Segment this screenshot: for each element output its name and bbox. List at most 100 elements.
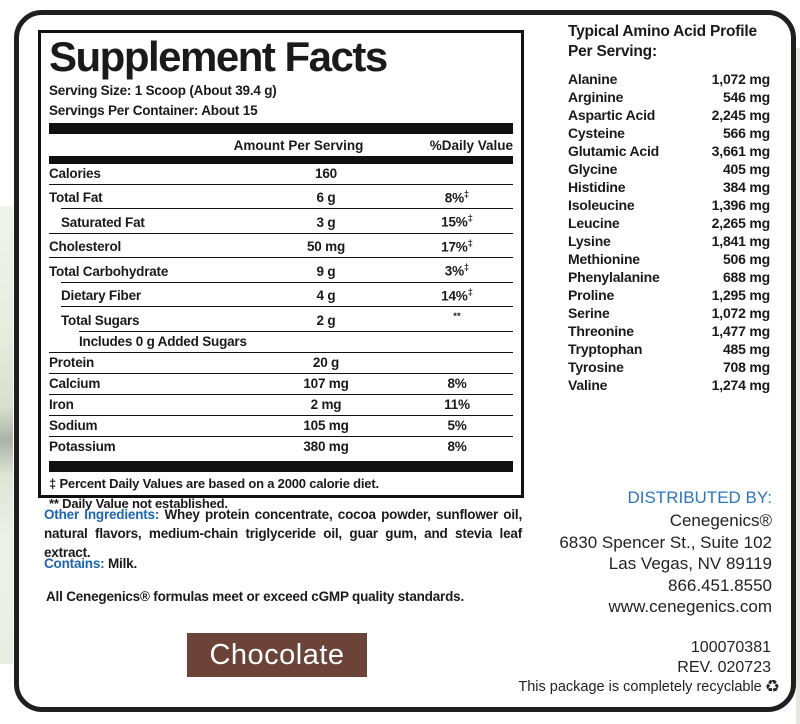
nutrient-daily-value: 8%	[447, 375, 467, 391]
nutrient-name: Includes 0 g Added Sugars	[79, 333, 247, 349]
panel-title: Supplement Facts	[49, 33, 388, 80]
amino-row: Leucine 2,265 mg	[568, 214, 770, 232]
amino-row: Tyrosine 708 mg	[568, 358, 770, 376]
row-separator	[49, 257, 513, 259]
amino-name: Alanine	[568, 71, 618, 87]
nutrient-name: Cholesterol	[49, 239, 122, 255]
recyclable-text: This package is completely recyclable	[518, 678, 762, 695]
nutrient-row: Total Sugars 2 g **	[49, 307, 513, 331]
nutrient-name: Sodium	[49, 417, 98, 433]
amino-name: Proline	[568, 287, 615, 303]
row-separator	[49, 372, 513, 374]
distributor-line: Las Vegas, NV 89119	[608, 554, 772, 573]
amino-name: Lysine	[568, 233, 611, 249]
nutrient-daily-value: 8%‡	[444, 188, 470, 206]
supplement-facts-panel: Supplement Facts Serving Size: 1 Scoop (…	[38, 30, 524, 511]
amino-row: Aspartic Acid 2,245 mg	[568, 106, 770, 124]
amino-amount: 1,295 mg	[711, 287, 771, 303]
nutrient-amount: 105 mg	[303, 417, 349, 433]
nutrient-row: Dietary Fiber 4 g 14%‡	[49, 283, 513, 307]
row-separator	[49, 393, 513, 395]
amino-row: Arginine 546 mg	[568, 88, 770, 106]
nutrient-daily-value: 14%‡	[441, 286, 473, 304]
nutrient-row: Iron 2 mg 11%	[49, 395, 513, 415]
nutrient-row: Potassium 380 mg 8%	[49, 437, 513, 457]
amino-amount: 485 mg	[722, 341, 770, 357]
daily-value-mark: ‡	[467, 213, 473, 225]
product-codes: 100070381 REV. 020723	[677, 638, 771, 678]
contains-text: Milk.	[104, 556, 138, 571]
nutrient-amount: 2 mg	[310, 396, 342, 412]
amino-amount: 506 mg	[722, 251, 770, 267]
amino-row: Serine 1,072 mg	[568, 304, 770, 322]
nutrient-name: Saturated Fat	[61, 214, 145, 230]
nutrient-row: Saturated Fat 3 g 15%‡	[49, 209, 513, 233]
amino-amount: 384 mg	[722, 179, 770, 195]
photo-background-left	[0, 206, 13, 664]
amino-amount: 1,841 mg	[711, 233, 771, 249]
amino-name: Methionine	[568, 251, 640, 267]
distributor-line: 866.451.8550	[668, 575, 772, 595]
row-separator	[61, 208, 513, 210]
quality-statement: All Cenegenics® formulas meet or exceed …	[46, 589, 464, 604]
amino-name: Leucine	[568, 215, 620, 231]
amino-row: Histidine 384 mg	[568, 178, 770, 196]
amino-name: Serine	[568, 305, 610, 321]
distributor-line: www.cenegenics.com	[608, 597, 772, 616]
amino-amount: 1,477 mg	[711, 323, 771, 339]
column-header-amount: Amount Per Serving	[233, 137, 364, 153]
column-header-daily-value: %Daily Value	[429, 137, 513, 153]
nutrient-row: Protein 20 g	[49, 353, 513, 373]
footnote: ** Daily Value not established.	[49, 496, 228, 512]
amino-name: Arginine	[568, 89, 624, 105]
serving-size: Serving Size: 1 Scoop (About 39.4 g)	[49, 82, 277, 98]
servings-per-container: Servings Per Container: About 15	[49, 102, 258, 118]
nutrient-name: Protein	[49, 354, 95, 370]
other-ingredients: Other Ingredients: Whey protein concentr…	[44, 505, 522, 562]
nutrient-daily-value: 17%‡	[441, 237, 473, 255]
nutrient-row: Calories 160	[49, 164, 513, 184]
row-separator	[49, 435, 513, 437]
amino-amount: 2,245 mg	[711, 107, 771, 123]
amino-name: Phenylalanine	[568, 269, 660, 285]
nutrient-daily-value: 5%	[447, 417, 467, 433]
amino-row: Valine 1,274 mg	[568, 376, 770, 394]
amino-name: Threonine	[568, 323, 634, 339]
nutrient-amount: 20 g	[312, 354, 340, 370]
nutrient-daily-value: 15%‡	[441, 213, 473, 230]
amino-amount: 708 mg	[722, 359, 770, 375]
amino-amount: 1,396 mg	[711, 197, 771, 213]
amino-acid-profile: Typical Amino Acid Profile Per Serving: …	[568, 22, 770, 394]
amino-row: Lysine 1,841 mg	[568, 232, 770, 250]
amino-name: Isoleucine	[568, 197, 635, 213]
distributor-address: Cenegenics® 6830 Spencer St., Suite 102 La…	[559, 510, 772, 618]
amino-row: Glutamic Acid 3,661 mg	[568, 142, 770, 160]
amino-name: Histidine	[568, 179, 626, 195]
nutrient-amount: 50 mg	[306, 239, 346, 255]
daily-value-mark: **	[453, 311, 461, 323]
footnotes: ‡ Percent Daily Values are based on a 20…	[49, 476, 513, 513]
daily-value-mark: ‡	[463, 188, 470, 200]
divider-bar-thick	[49, 122, 513, 134]
amino-name: Cysteine	[568, 125, 625, 141]
amino-row: Isoleucine 1,396 mg	[568, 196, 770, 214]
nutrient-name: Calories	[49, 165, 101, 181]
daily-value-mark: ‡	[463, 262, 470, 274]
distributor-line: 6830 Spencer St., Suite 102	[559, 532, 772, 552]
amino-name: Glutamic Acid	[568, 143, 660, 159]
nutrient-row: Total Fat 6 g 8%‡	[49, 185, 513, 209]
row-separator	[61, 281, 513, 283]
amino-amount: 3,661 mg	[711, 143, 771, 159]
nutrient-row: Cholesterol 50 mg 17%‡	[49, 234, 513, 258]
amino-amount: 566 mg	[722, 125, 770, 141]
nutrition-rows: Calories 160 Total Fat 6 g 8%‡ Saturated Fat 3…	[49, 164, 513, 457]
row-separator	[61, 306, 513, 308]
amino-row: Proline 1,295 mg	[568, 286, 770, 304]
distributor-block: DISTRIBUTED BY: Cenegenics® 6830 Spencer …	[559, 485, 772, 618]
amino-rows: Alanine 1,072 mg Arginine 546 mg Aspartic Ac…	[568, 70, 770, 394]
amino-amount: 405 mg	[722, 161, 770, 177]
contains-label: Contains:	[44, 556, 105, 571]
amino-name: Valine	[568, 377, 608, 393]
nutrient-amount: 9 g	[316, 263, 336, 279]
nutrient-row: Sodium 105 mg 5%	[49, 416, 513, 436]
